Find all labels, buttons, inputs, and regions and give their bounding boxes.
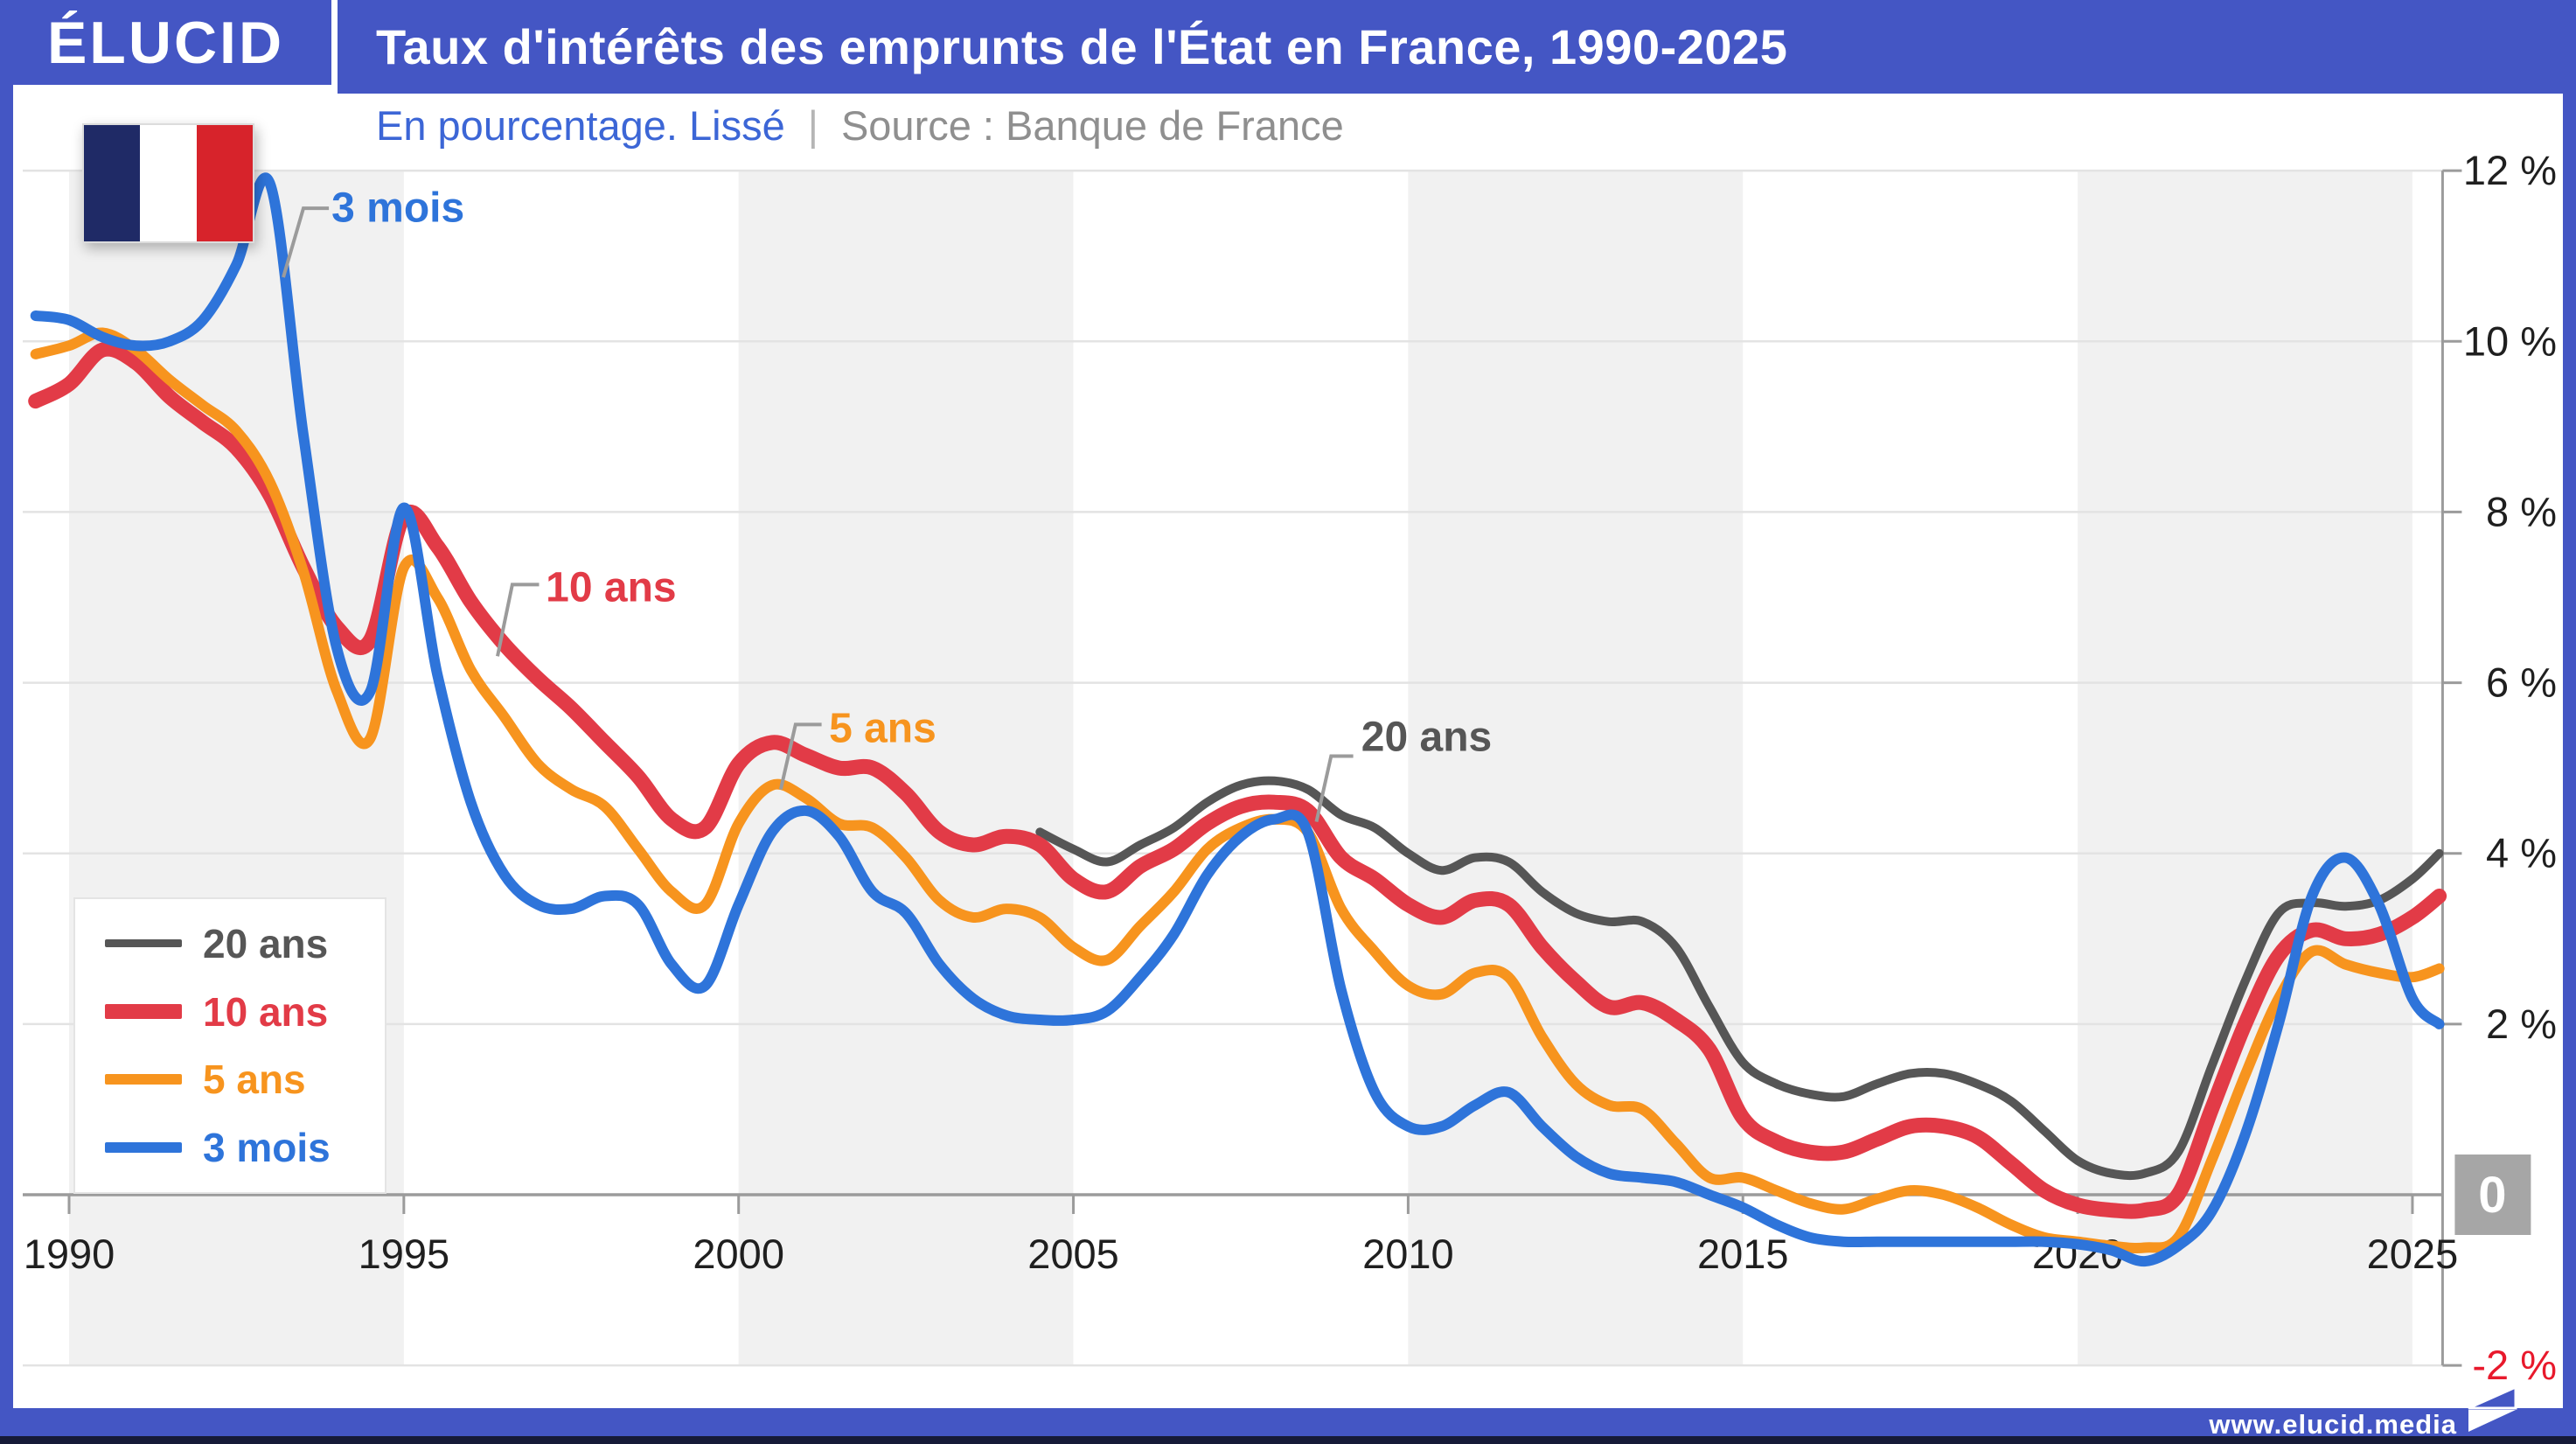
elucid-logo: ÉLUCID xyxy=(47,9,284,77)
title-bar: Taux d'intérêts des emprunts de l'État e… xyxy=(338,0,2576,94)
legend-item-20-ans: 20 ans xyxy=(105,920,385,967)
legend-swatch-10-ans xyxy=(105,1004,182,1019)
y-tick-label: 6 % xyxy=(2486,659,2557,706)
legend-label-10-ans: 10 ans xyxy=(203,988,328,1036)
y-tick-label: 4 % xyxy=(2486,830,2557,876)
elucid-logo-block: ÉLUCID xyxy=(0,0,331,85)
x-tick-label: 1995 xyxy=(359,1231,450,1277)
legend-label-5-ans: 5 ans xyxy=(203,1056,306,1103)
legend-swatch-20-ans xyxy=(105,939,182,947)
footer-bottom-edge xyxy=(0,1436,2576,1444)
footer-bar xyxy=(0,1408,2576,1436)
pennant-shape xyxy=(2468,1410,2516,1432)
legend-item-3-mois: 3 mois xyxy=(105,1124,385,1171)
background-band xyxy=(739,171,1074,1365)
subtitle-source: Source : Banque de France xyxy=(841,102,1344,149)
y-tick-label-zero: 0 xyxy=(2478,1167,2506,1224)
x-tick-label: 2025 xyxy=(2367,1231,2459,1277)
flag-stripe-white xyxy=(140,125,196,241)
x-tick-label: 2010 xyxy=(1362,1231,1454,1277)
frame-border-left xyxy=(0,0,13,1444)
subtitle-note: En pourcentage. Lissé xyxy=(376,102,785,149)
y-tick-label: 10 % xyxy=(2463,317,2557,364)
french-flag-image xyxy=(82,123,254,243)
elucid-pennant-icon xyxy=(2460,1380,2524,1441)
background-band xyxy=(2078,171,2412,1365)
y-tick-label: 2 % xyxy=(2486,1001,2557,1047)
pennant-shape xyxy=(2468,1387,2516,1408)
legend-label-20-ans: 20 ans xyxy=(203,920,328,967)
y-tick-label: 12 % xyxy=(2463,147,2557,193)
x-tick-label: 2000 xyxy=(693,1231,784,1277)
x-tick-label: 1990 xyxy=(24,1231,115,1277)
legend-swatch-5-ans xyxy=(105,1074,182,1085)
rates-line-chart: 1990199520002005201020152020202512 %10 %… xyxy=(0,0,2576,1444)
legend-swatch-3-mois xyxy=(105,1142,182,1153)
frame-border-right xyxy=(2563,0,2576,1444)
flag-stripe-red xyxy=(197,125,253,241)
infographic: 1990199520002005201020152020202512 %10 %… xyxy=(0,0,2576,1444)
x-tick-label: 2015 xyxy=(1697,1231,1789,1277)
y-tick-label: 8 % xyxy=(2486,488,2557,534)
legend-item-5-ans: 5 ans xyxy=(105,1056,385,1103)
page-title: Taux d'intérêts des emprunts de l'État e… xyxy=(338,18,1787,75)
flag-stripe-blue xyxy=(84,125,140,241)
chart-subtitle: En pourcentage. Lissé | Source : Banque de… xyxy=(376,101,1344,150)
chart-legend: 20 ans 10 ans 5 ans 3 mois xyxy=(73,897,386,1194)
subtitle-separator: | xyxy=(808,102,818,149)
legend-label-3-mois: 3 mois xyxy=(203,1124,331,1171)
legend-item-10-ans: 10 ans xyxy=(105,988,385,1036)
x-tick-label: 2005 xyxy=(1027,1231,1119,1277)
website-link[interactable]: www.elucid.media xyxy=(2209,1409,2457,1441)
